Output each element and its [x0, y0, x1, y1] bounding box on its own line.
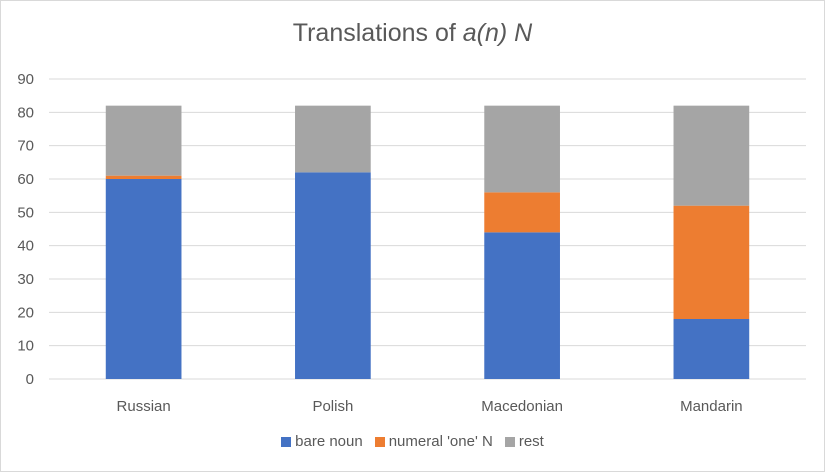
- legend: bare noun numeral 'one' N rest: [1, 433, 824, 451]
- y-tick-label: 50: [17, 204, 34, 221]
- chart-title-text: Translations of: [292, 19, 463, 47]
- chart-title-emphasis: a(n) N: [462, 19, 533, 47]
- y-tick-label: 0: [26, 371, 34, 388]
- legend-label: bare noun: [295, 433, 363, 450]
- chart-title: Translations of a(n) N: [1, 19, 824, 48]
- bar-segment: [673, 319, 750, 379]
- y-tick-label: 80: [17, 104, 34, 121]
- x-category-label: Polish: [312, 398, 353, 415]
- legend-label: rest: [518, 433, 544, 450]
- y-tick-label: 40: [17, 238, 34, 255]
- bar-segment: [295, 172, 371, 379]
- y-tick-label: 30: [17, 271, 34, 288]
- y-tick-label: 60: [17, 171, 34, 188]
- bars: [105, 105, 750, 379]
- bar-segment: [484, 232, 560, 379]
- legend-item: rest: [504, 433, 544, 450]
- bar-segment: [673, 205, 750, 319]
- legend-item: bare noun: [281, 433, 363, 450]
- bar-segment: [484, 192, 560, 233]
- bar-segment: [105, 179, 182, 379]
- x-category-label: Russian: [117, 398, 171, 415]
- legend-swatch: [281, 436, 292, 447]
- bar-segment: [295, 105, 371, 173]
- bar-segment: [105, 175, 182, 179]
- legend-label: numeral 'one' N: [388, 433, 493, 450]
- legend-swatch: [374, 436, 385, 447]
- x-category-label: Macedonian: [481, 398, 563, 415]
- legend-swatch: [504, 436, 515, 447]
- y-tick-label: 10: [17, 338, 34, 355]
- bar-segment: [484, 105, 560, 193]
- x-category-label: Mandarin: [680, 398, 743, 415]
- y-tick-label: 90: [17, 71, 34, 88]
- y-tick-label: 20: [17, 304, 34, 321]
- bar-segment: [673, 105, 750, 206]
- y-tick-label: 70: [17, 138, 34, 155]
- axes: 0 10 20 30 40 50 60 70 80 90 Russian Polish Macedoni…: [17, 71, 742, 415]
- bar-segment: [105, 105, 182, 176]
- legend-item: numeral 'one' N: [374, 433, 493, 450]
